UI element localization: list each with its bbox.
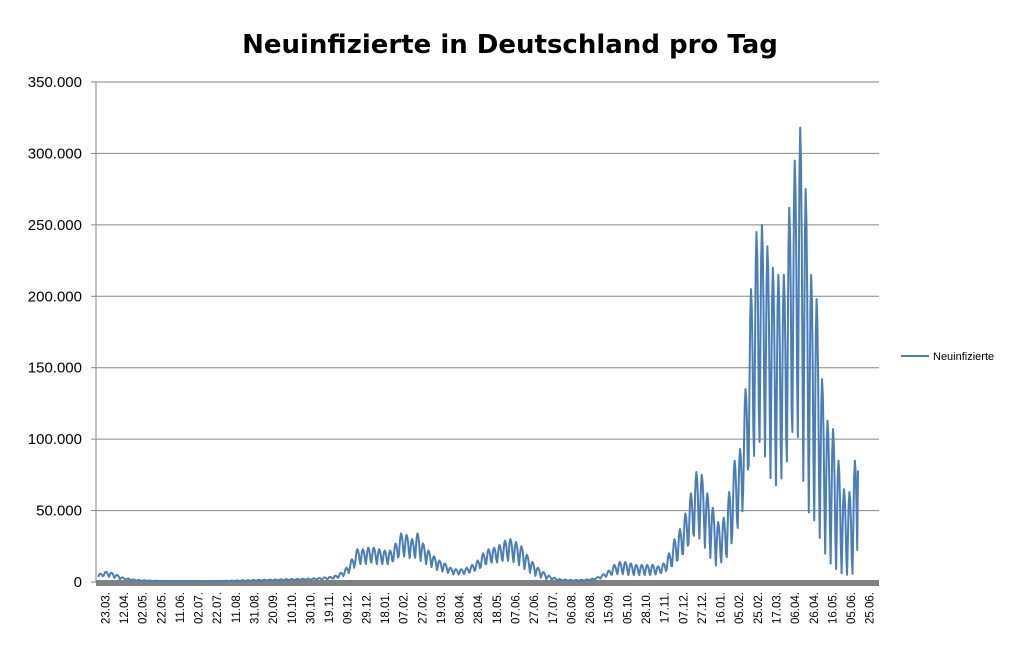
y-axis-ticks: 0 50.000 100.000 150.000 200.000 250.000 300.0… — [28, 74, 82, 591]
x-tick-label: 27.06. — [529, 592, 541, 624]
y-tick-label: 150.000 — [28, 360, 82, 377]
x-tick-label: 27.12. — [697, 592, 709, 624]
x-tick-label: 25.02. — [753, 592, 765, 624]
x-tick-label: 20.09. — [268, 592, 280, 624]
y-tick-label: 250.000 — [28, 217, 82, 234]
x-tick-label: 26.08. — [585, 592, 597, 624]
x-tick-label: 19.03. — [436, 592, 448, 624]
series-layer — [97, 126, 859, 583]
x-tick-label: 23.03. — [100, 592, 112, 624]
chart-title: Neuinfizierte in Deutschland pro Tag — [242, 30, 778, 60]
x-tick-label: 06.04. — [790, 592, 802, 624]
x-tick-label: 28.10. — [641, 592, 653, 624]
x-axis-ticks: 23.03. 12.04. 02.05. 22.05. 11.06. 02.07. 22.0… — [100, 592, 876, 624]
grid-layer — [91, 81, 879, 586]
x-tick-label: 16.01. — [716, 592, 728, 624]
y-tick-label: 0 — [74, 574, 82, 591]
y-tick-label: 100.000 — [28, 431, 82, 448]
legend: Neuinfizierte — [901, 351, 994, 363]
x-tick-label: 07.12. — [678, 592, 690, 624]
x-tick-label: 26.04. — [809, 592, 821, 624]
x-tick-label: 22.07. — [212, 592, 224, 624]
x-tick-label: 19.11. — [324, 592, 336, 623]
x-tick-label: 25.06. — [865, 592, 877, 624]
x-tick-label: 17.07. — [548, 592, 560, 624]
x-tick-label: 31.08. — [249, 592, 261, 624]
legend-label: Neuinfizierte — [933, 351, 994, 363]
x-tick-label: 11.06. — [175, 592, 187, 623]
x-tick-label: 05.10. — [622, 592, 634, 624]
x-tick-label: 29.12. — [361, 592, 373, 624]
x-tick-label: 27.02. — [417, 592, 429, 624]
y-tick-label: 50.000 — [36, 503, 82, 520]
x-tick-label: 07.06. — [510, 592, 522, 624]
x-tick-label: 07.02. — [399, 592, 411, 624]
x-tick-label: 30.10. — [305, 592, 317, 624]
x-tick-label: 05.06. — [846, 592, 858, 624]
series-line-neuinfizierte — [97, 126, 859, 583]
x-tick-label: 17.11. — [660, 592, 672, 623]
x-tick-label: 11.08. — [231, 592, 243, 623]
y-tick-label: 200.000 — [28, 288, 82, 305]
x-tick-label: 15.09. — [604, 592, 616, 624]
x-tick-label: 02.07. — [194, 592, 206, 624]
x-tick-label: 17.03. — [771, 592, 783, 624]
x-tick-label: 18.05. — [492, 592, 504, 624]
x-tick-label: 08.04. — [455, 592, 467, 624]
x-tick-label: 22.05. — [156, 592, 168, 624]
x-tick-label: 05.02. — [734, 592, 746, 624]
y-tick-label: 350.000 — [28, 74, 82, 91]
x-tick-label: 16.05. — [827, 592, 839, 624]
x-tick-label: 28.04. — [473, 592, 485, 624]
x-tick-label: 06.08. — [566, 592, 578, 624]
x-tick-label: 10.10. — [287, 592, 299, 624]
x-tick-label: 18.01. — [380, 592, 392, 624]
x-axis-baseline — [96, 580, 879, 586]
y-tick-label: 300.000 — [28, 145, 82, 162]
x-tick-label: 09.12. — [343, 592, 355, 624]
x-tick-label: 12.04. — [119, 592, 131, 624]
x-tick-label: 02.05. — [138, 592, 150, 624]
